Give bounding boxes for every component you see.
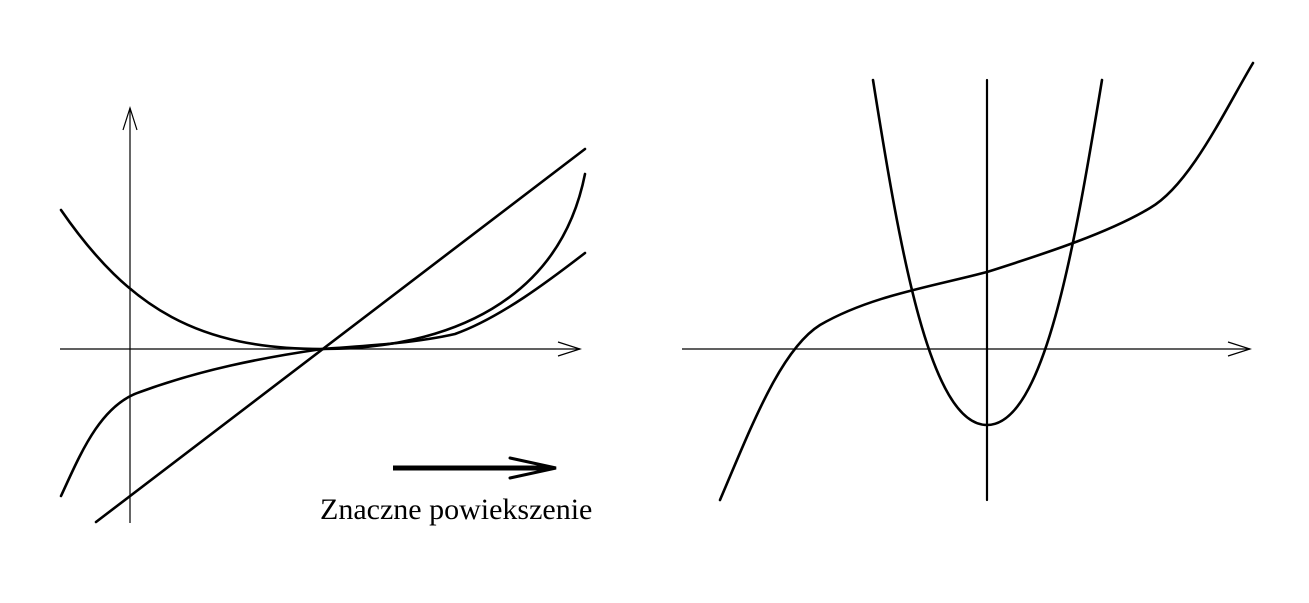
left-parabola-curve [59,172,587,351]
right-x-axis-arrowhead [1227,341,1252,357]
right-parabola-curve [871,78,1104,427]
zoom-arrow-head [508,456,557,480]
zoom-arrow [393,456,557,480]
left-cubic-curve [59,251,587,498]
left-line-curve [94,147,587,524]
right-cubic-curve [718,61,1255,502]
right-panel [682,61,1255,502]
left-x-axis-arrowhead [557,341,582,357]
zoom-caption: Znaczne powiekszenie [320,493,592,526]
left-panel [59,106,587,524]
left-y-axis-arrowhead [122,106,138,131]
